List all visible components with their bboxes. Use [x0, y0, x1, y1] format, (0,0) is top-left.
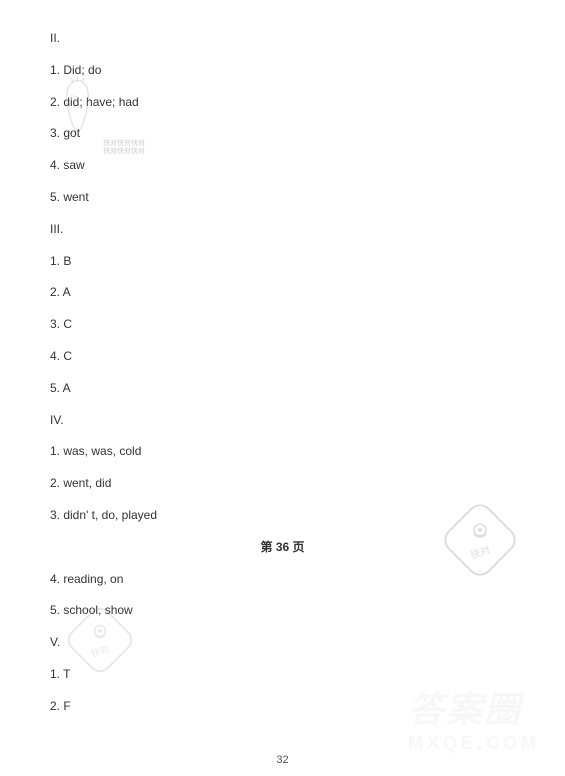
answer-item: 2. A: [50, 284, 515, 301]
answer-item: 2. did; have; had: [50, 94, 515, 111]
watermark-brand-en: MXQE.COM: [408, 733, 540, 754]
answer-item: 3. got: [50, 125, 515, 142]
answer-item: 5. went: [50, 189, 515, 206]
section-2-header: II.: [50, 30, 515, 47]
section-3-header: III.: [50, 221, 515, 238]
answer-item: 5. school, show: [50, 602, 515, 619]
answer-item: 2. F: [50, 698, 515, 715]
section-4-header: IV.: [50, 412, 515, 429]
section-5-header: V.: [50, 634, 515, 651]
answer-item: 3. C: [50, 316, 515, 333]
document-content: II. 1. Did; do 2. did; have; had 3. got …: [50, 30, 515, 715]
answer-item: 2. went, did: [50, 475, 515, 492]
answer-item: 1. B: [50, 253, 515, 270]
answer-item: 1. was, was, cold: [50, 443, 515, 460]
page-number: 32: [276, 754, 288, 766]
answer-item: 4. C: [50, 348, 515, 365]
answer-item: 4. reading, on: [50, 571, 515, 588]
page-heading: 第 36 页: [50, 539, 515, 556]
answer-item: 3. didn' t, do, played: [50, 507, 515, 524]
answer-item: 5. A: [50, 380, 515, 397]
answer-item: 4. saw: [50, 157, 515, 174]
answer-item: 1. T: [50, 666, 515, 683]
answer-item: 1. Did; do: [50, 62, 515, 79]
